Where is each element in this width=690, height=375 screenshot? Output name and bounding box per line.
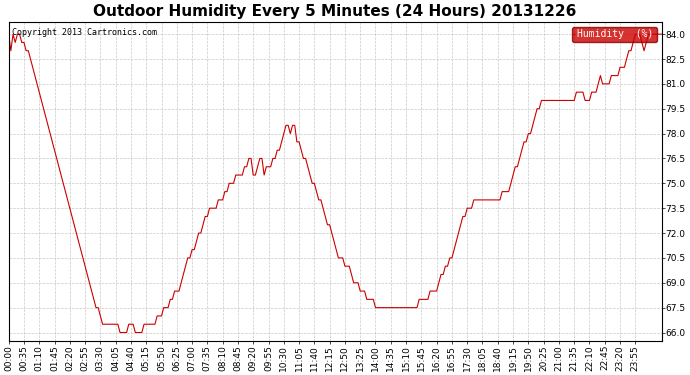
Title: Outdoor Humidity Every 5 Minutes (24 Hours) 20131226: Outdoor Humidity Every 5 Minutes (24 Hou… (93, 4, 577, 19)
Legend: Humidity  (%): Humidity (%) (571, 27, 657, 42)
Text: Copyright 2013 Cartronics.com: Copyright 2013 Cartronics.com (12, 28, 157, 37)
